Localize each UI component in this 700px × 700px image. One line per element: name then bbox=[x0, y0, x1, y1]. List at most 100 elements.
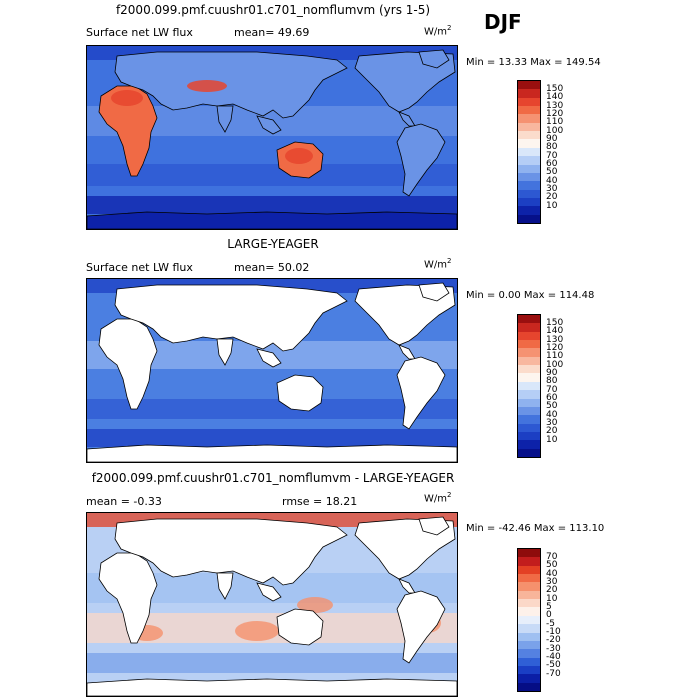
colorbar-box bbox=[518, 81, 540, 90]
contour-band bbox=[87, 399, 457, 419]
colorbar-label: 90 bbox=[546, 367, 558, 378]
panel-3-mean-label: mean = -0.33 bbox=[86, 495, 162, 508]
colorbar-label: 50 bbox=[546, 167, 558, 178]
south-america-landmass bbox=[396, 590, 446, 664]
colorbar-box bbox=[518, 315, 540, 324]
anomaly-patch bbox=[235, 621, 279, 641]
colorbar-box bbox=[518, 97, 540, 107]
africa-landmass bbox=[98, 318, 158, 410]
greenland-landmass bbox=[418, 282, 450, 302]
colorbar-label: 110 bbox=[546, 117, 564, 128]
colorbar-box bbox=[518, 406, 540, 416]
panel-2-min-max: Min = 0.00 Max = 114.48 bbox=[466, 290, 595, 301]
colorbar-box bbox=[518, 206, 540, 216]
africa-landmass bbox=[98, 552, 158, 644]
panel-3-rmse-label: rmse = 18.21 bbox=[282, 495, 358, 508]
colorbar-label: 40 bbox=[546, 568, 558, 579]
panel-1-min-max: Min = 13.33 Max = 149.54 bbox=[466, 57, 601, 68]
panel-3-min-max: Min = -42.46 Max = 113.10 bbox=[466, 523, 605, 534]
colorbar-label: 10 bbox=[546, 434, 558, 445]
warm-patch bbox=[111, 90, 143, 106]
colorbar-label: 90 bbox=[546, 133, 558, 144]
colorbar-box bbox=[518, 615, 540, 625]
colorbar-box bbox=[518, 323, 540, 333]
map-svg bbox=[87, 513, 457, 696]
colorbar-box bbox=[518, 214, 540, 224]
colorbar-box bbox=[518, 381, 540, 391]
colorbar-label: 20 bbox=[546, 585, 558, 596]
colorbar-label: 100 bbox=[546, 125, 564, 136]
colorbar-box bbox=[518, 632, 540, 642]
colorbar-label: 80 bbox=[546, 142, 558, 153]
colorbar-label: 150 bbox=[546, 83, 564, 94]
colorbar-label: 70 bbox=[546, 150, 558, 161]
southeast-asia-landmass bbox=[256, 582, 282, 602]
europe-asia-landmass bbox=[114, 518, 348, 586]
colorbar-label: 60 bbox=[546, 159, 558, 170]
india-landmass bbox=[216, 105, 234, 133]
colorbar-label: 10 bbox=[546, 200, 558, 211]
panel-2-variable-label: Surface net LW flux bbox=[86, 261, 193, 274]
colorbar-box bbox=[518, 423, 540, 433]
colorbar-box bbox=[518, 340, 540, 349]
warm-patch bbox=[285, 148, 313, 164]
panel-2-mean-label: mean= 50.02 bbox=[234, 261, 310, 274]
southeast-asia-landmass bbox=[256, 115, 282, 135]
colorbar-box bbox=[518, 390, 540, 400]
colorbar-box bbox=[518, 398, 540, 408]
panel-1-units: W/m2 bbox=[424, 24, 452, 38]
panel-1-colorbar: 150 140 130 120 110 100 90 80 70 60 50 40 30 20 10 bbox=[517, 80, 563, 224]
colorbar-label: -20 bbox=[546, 635, 561, 646]
panel-2-units: W/m2 bbox=[424, 257, 452, 271]
colorbar-box bbox=[518, 139, 540, 149]
map-svg bbox=[87, 46, 457, 229]
southeast-asia-landmass bbox=[256, 348, 282, 368]
colorbar-label: 30 bbox=[546, 576, 558, 587]
colorbar-label: 40 bbox=[546, 409, 558, 420]
africa-landmass bbox=[98, 85, 158, 177]
panel-3-units: W/m2 bbox=[424, 491, 452, 505]
colorbar-box bbox=[518, 440, 540, 450]
antarctica-landmass bbox=[87, 444, 457, 462]
colorbar-box bbox=[518, 189, 540, 199]
colorbar-label: 20 bbox=[546, 426, 558, 437]
colorbar-box bbox=[518, 682, 540, 692]
colorbar-box bbox=[518, 549, 540, 558]
colorbar-label: -10 bbox=[546, 627, 561, 638]
colorbar-box bbox=[518, 156, 540, 166]
colorbar-label: 30 bbox=[546, 418, 558, 429]
colorbar-label: 40 bbox=[546, 175, 558, 186]
colorbar-label: 60 bbox=[546, 393, 558, 404]
colorbar-label: -30 bbox=[546, 643, 561, 654]
colorbar-box bbox=[518, 665, 540, 675]
panel-1-map bbox=[86, 45, 458, 230]
colorbar-box bbox=[518, 415, 540, 425]
colorbar-box bbox=[518, 181, 540, 191]
europe-asia-landmass bbox=[114, 51, 348, 119]
north-america-landmass bbox=[354, 284, 456, 346]
colorbar-label: 5 bbox=[546, 601, 552, 612]
panel-1-variable-label: Surface net LW flux bbox=[86, 26, 193, 39]
map-svg bbox=[87, 279, 457, 462]
contour-band bbox=[87, 164, 457, 186]
colorbar-box bbox=[518, 197, 540, 207]
panel-1-mean-label: mean= 49.69 bbox=[234, 26, 310, 39]
colorbar-box bbox=[518, 640, 540, 650]
season-label: DJF bbox=[484, 10, 522, 34]
colorbar-box bbox=[518, 172, 540, 182]
colorbar-box bbox=[518, 365, 540, 374]
warm-patch bbox=[187, 80, 227, 92]
colorbar-label: 80 bbox=[546, 376, 558, 387]
colorbar-label: 130 bbox=[546, 100, 564, 111]
north-america-landmass bbox=[354, 51, 456, 113]
colorbar-box bbox=[518, 164, 540, 174]
panel-3-map bbox=[86, 512, 458, 697]
australia-landmass bbox=[276, 608, 324, 646]
colorbar-label: 50 bbox=[546, 560, 558, 571]
colorbar-label: 20 bbox=[546, 192, 558, 203]
colorbar-label: 150 bbox=[546, 317, 564, 328]
europe-asia-landmass bbox=[114, 284, 348, 352]
contour-band bbox=[87, 196, 457, 214]
anomaly-patch bbox=[297, 597, 333, 613]
colorbar-box bbox=[518, 590, 540, 600]
